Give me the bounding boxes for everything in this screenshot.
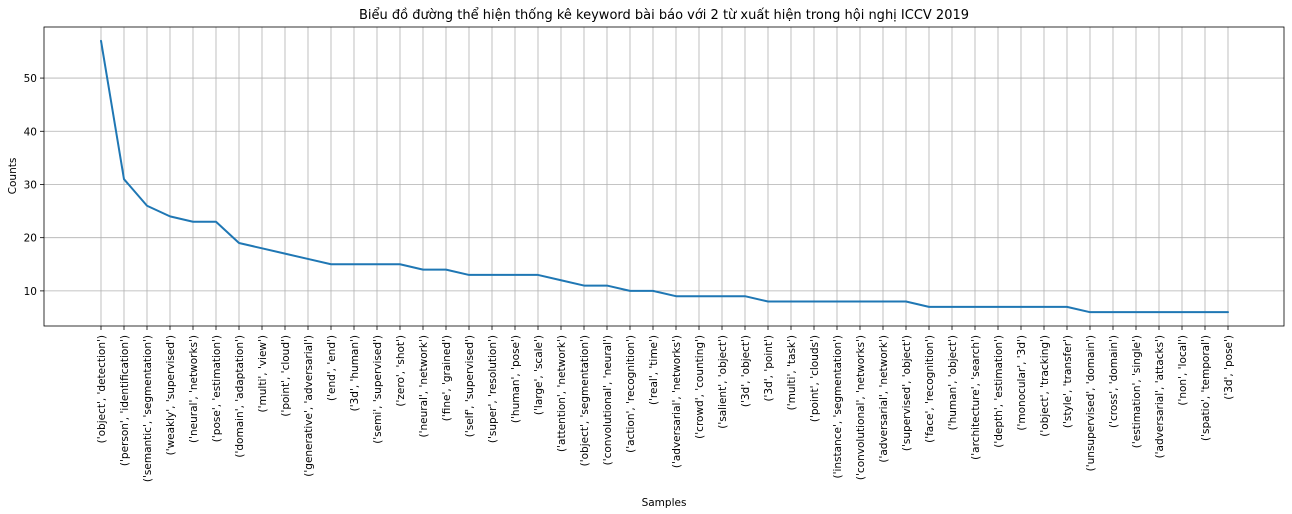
x-tick-label: ('monocular', '3d') — [1016, 335, 1028, 431]
x-tick-label: ('object', 'tracking') — [1039, 335, 1051, 437]
y-grid — [44, 77, 1284, 292]
x-tick-label: ('convolutional', 'networks') — [855, 335, 867, 480]
x-tick-label: ('instance', 'segmentation') — [832, 335, 844, 479]
x-tick-label: ('large', 'scale') — [533, 335, 545, 415]
x-tick-label: ('3d', 'human') — [349, 335, 361, 411]
x-tick-label: ('3d', 'object') — [740, 335, 752, 407]
x-tick-label: ('architecture', 'search') — [970, 335, 982, 460]
x-tick-label: ('style', 'transfer') — [1062, 335, 1074, 428]
x-tick-label: ('adversarial', 'network') — [878, 335, 890, 463]
x-tick-label: ('real', 'time') — [648, 335, 660, 405]
x-tick-label: ('zero', 'shot') — [395, 335, 407, 407]
x-tick-label: ('neural', 'networks') — [188, 335, 200, 443]
x-tick-label: ('object', 'segmentation') — [579, 335, 591, 466]
x-tick-label: ('fine', 'grained') — [441, 335, 453, 421]
plot-frame — [43, 26, 1285, 327]
x-tick-label: ('crowd', 'counting') — [694, 335, 706, 439]
x-tick-label: ('semi', 'supervised') — [372, 335, 384, 444]
y-tick-label: 10 — [24, 286, 37, 298]
x-tick-label: ('weakly', 'supervised') — [165, 335, 177, 455]
x-tick-label: ('point', 'clouds') — [809, 335, 821, 422]
y-axis: 10 20 30 40 50 — [24, 73, 44, 298]
x-tick-label: ('neural', 'network') — [418, 335, 430, 438]
x-tick-label: ('generative', 'adversarial') — [303, 335, 315, 477]
x-tick-label: ('super', 'resolution') — [487, 335, 499, 443]
x-tick-label: ('supervised', 'object') — [901, 335, 913, 451]
x-tick-label: ('end', 'end') — [326, 335, 338, 401]
x-tick-label: ('object', 'detection') — [96, 335, 108, 443]
x-tick-label: ('spatio', 'temporal') — [1200, 335, 1212, 441]
x-tick-label: ('salient', 'object') — [717, 335, 729, 429]
series-line — [100, 39, 1229, 314]
y-tick-label: 20 — [24, 233, 37, 245]
chart-title: Biểu đồ đường thể hiện thống kê keyword … — [359, 8, 969, 23]
x-axis-label: Samples — [642, 497, 687, 509]
x-tick-label: ('domain', 'adaptation') — [234, 335, 246, 458]
x-axis: ('object', 'detection') ('person', 'ident… — [96, 326, 1235, 482]
x-tick-label: ('person', 'identification') — [119, 335, 131, 466]
y-tick-label: 40 — [24, 126, 37, 138]
y-tick-label: 50 — [24, 73, 37, 85]
x-tick-label: ('pose', 'estimation') — [211, 335, 223, 442]
x-tick-label: ('human', 'pose') — [510, 335, 522, 423]
x-tick-label: ('convolutional', 'neural') — [602, 335, 614, 465]
x-tick-label: ('action', 'recognition') — [625, 335, 637, 453]
x-tick-label: ('adversarial', 'attacks') — [1154, 335, 1166, 458]
x-tick-label: ('multi', 'task') — [786, 335, 798, 410]
x-tick-label: ('multi', 'view') — [257, 335, 269, 412]
x-tick-label: ('non', 'local') — [1177, 335, 1189, 406]
x-grid — [100, 27, 1229, 326]
y-axis-label: Counts — [7, 158, 19, 195]
x-tick-label: ('human', 'object') — [947, 335, 959, 430]
x-tick-label: ('3d', 'pose') — [1223, 335, 1235, 400]
x-tick-label: ('point', 'cloud') — [280, 335, 292, 417]
x-tick-label: ('self', 'supervised') — [464, 335, 476, 437]
x-tick-label: ('cross', 'domain') — [1108, 335, 1120, 428]
y-tick-label: 30 — [24, 179, 37, 191]
x-tick-label: ('3d', 'point') — [763, 335, 775, 402]
x-tick-label: ('unsupervised', 'domain') — [1085, 335, 1097, 471]
x-tick-label: ('depth', 'estimation') — [993, 335, 1005, 448]
x-tick-label: ('estimation', 'single') — [1131, 335, 1143, 448]
x-tick-label: ('attention', 'network') — [556, 335, 568, 452]
x-tick-label: ('adversarial', 'networks') — [671, 335, 683, 468]
x-tick-label: ('face', 'recognition') — [924, 335, 936, 443]
x-tick-label: ('semantic', 'segmentation') — [142, 335, 154, 482]
